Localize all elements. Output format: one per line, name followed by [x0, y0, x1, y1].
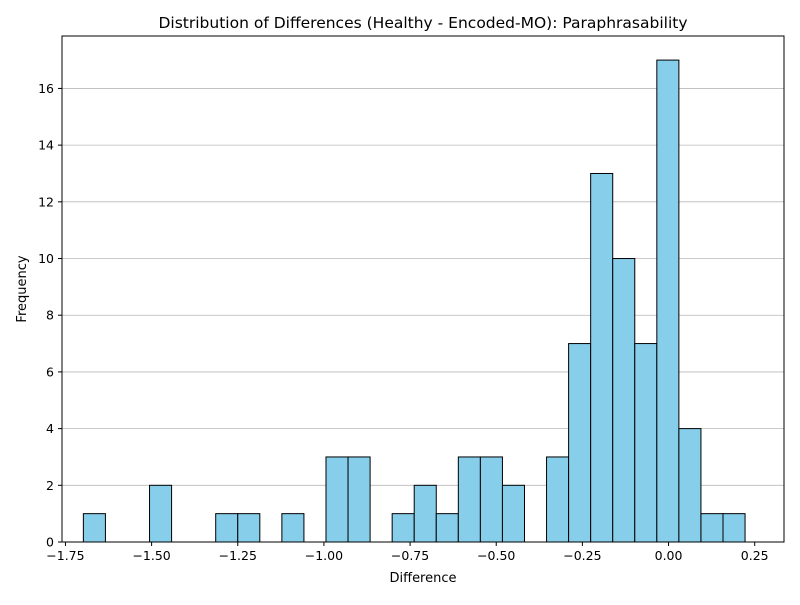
histogram-bar: [722, 513, 746, 543]
x-tick-label: −0.50: [477, 548, 515, 563]
histogram-bars: [82, 59, 746, 543]
histogram-bar: [612, 258, 636, 543]
histogram-bar: [678, 428, 702, 543]
histogram-bar: [700, 513, 724, 543]
x-tick-label: −0.75: [391, 548, 429, 563]
histogram-bar: [82, 513, 106, 543]
histogram-bar: [325, 456, 349, 543]
plot-frame: [61, 35, 785, 543]
histogram-bar: [391, 513, 415, 543]
chart-title: Distribution of Differences (Healthy - E…: [158, 14, 687, 32]
histogram-bar: [656, 59, 680, 543]
y-tick-label: 2: [46, 478, 54, 493]
y-tick-label: 14: [38, 138, 54, 153]
histogram-bar: [568, 343, 592, 543]
y-tick-label: 10: [38, 251, 54, 266]
histogram-bar: [457, 456, 481, 543]
histogram-bar: [149, 484, 173, 543]
y-tick-label: 6: [46, 364, 54, 379]
x-tick-label: −1.00: [305, 548, 343, 563]
x-tick-label: −1.25: [219, 548, 257, 563]
histogram-bar: [501, 484, 525, 543]
x-tick-label: −1.75: [46, 548, 84, 563]
y-tick-label: 0: [46, 535, 54, 550]
histogram-bar: [634, 343, 658, 543]
x-tick-label: −1.50: [132, 548, 170, 563]
histogram-bar: [413, 484, 437, 543]
histogram-bar: [590, 172, 614, 543]
grid-lines: [62, 88, 784, 543]
histogram-bar: [215, 513, 239, 543]
y-tick-label: 12: [38, 194, 54, 209]
histogram-bar: [435, 513, 459, 543]
histogram-bar: [546, 456, 570, 543]
histogram-bar: [479, 456, 503, 543]
x-axis: −1.75 −1.50 −1.25 −1.00 −0.75 −0.50 −0.25 0.00 0…: [46, 542, 769, 563]
x-axis-label: Difference: [389, 571, 456, 586]
x-tick-label: 0.00: [655, 548, 683, 563]
y-tick-label: 16: [38, 81, 54, 96]
histogram-bar: [281, 513, 305, 543]
histogram-bar: [347, 456, 371, 543]
y-tick-label: 8: [46, 308, 54, 323]
x-tick-label: 0.25: [741, 548, 769, 563]
histogram-bar: [237, 513, 261, 543]
y-tick-label: 4: [46, 421, 54, 436]
y-axis-label: Frequency: [15, 255, 30, 322]
x-tick-label: −0.25: [563, 548, 601, 563]
y-axis: 0 2 4 6 8 10 12 14 16: [38, 81, 62, 550]
